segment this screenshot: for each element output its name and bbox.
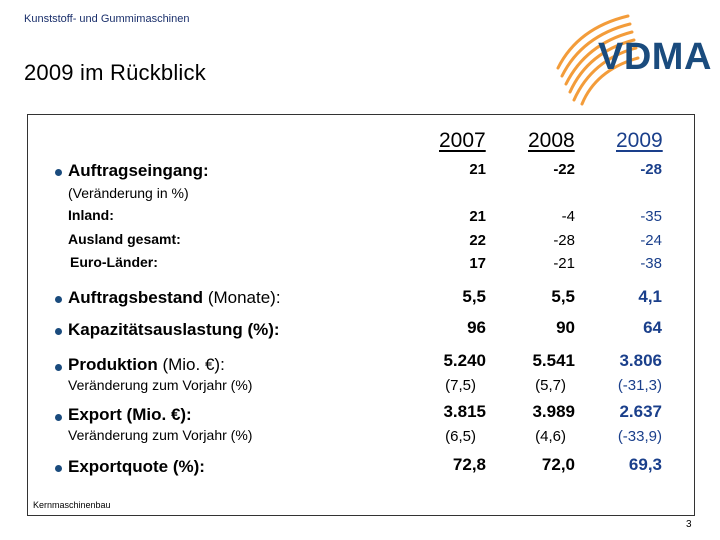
year-2007-header: 2007 [439, 129, 486, 152]
kapazitaet-2007: 96 [467, 318, 486, 337]
note-export: Veränderung zum Vorjahr (%) [68, 427, 253, 443]
auftragseingang-2009: -28 [640, 161, 662, 178]
year-2008-header: 2008 [528, 129, 575, 152]
inland-2007: 21 [469, 208, 486, 225]
produktion-2009: 3.806 [619, 351, 662, 370]
kapazitaet-2008: 90 [556, 318, 575, 337]
page-number: 3 [686, 519, 692, 530]
statistics-panel: 2007 2008 2009 Auftragseingang: 21 -22 -… [27, 114, 695, 516]
label-inland: Inland: [68, 207, 114, 223]
label-exportquote: Exportquote (%): [68, 457, 205, 476]
inland-2008: -4 [561, 208, 575, 225]
euro-2008: -21 [553, 255, 575, 272]
bullet-icon [55, 414, 62, 421]
slide-title: 2009 im Rückblick [24, 60, 206, 85]
auftragsbestand-2009: 4,1 [638, 287, 662, 306]
euro-2009: -38 [640, 255, 662, 272]
auftragsbestand-2007: 5,5 [462, 287, 486, 306]
export-change-2007: (6,5) [445, 428, 476, 445]
export-change-2008: (4,6) [535, 428, 566, 445]
auftragsbestand-2008: 5,5 [551, 287, 575, 306]
inland-2009: -35 [640, 208, 662, 225]
bullet-icon [55, 364, 62, 371]
note-auftragseingang: (Veränderung in %) [68, 185, 189, 201]
bullet-icon [55, 328, 62, 335]
bullet-icon [55, 296, 62, 303]
header-subtitle: Kunststoff- und Gummimaschinen [24, 13, 190, 25]
exportquote-2008: 72,0 [541, 455, 575, 474]
kapazitaet-2009: 64 [643, 318, 662, 337]
bullet-icon [55, 169, 62, 176]
label-auftragsbestand: Auftragsbestand (Monate): [68, 288, 281, 308]
footer-note: Kernmaschinenbau [33, 500, 111, 510]
logo-text: VDMA [598, 36, 712, 78]
exportquote-2009: 69,3 [628, 455, 662, 474]
label-export: Export (Mio. €): [68, 405, 192, 424]
label-ausland-gesamt: Ausland gesamt: [68, 231, 181, 247]
produktion-2007: 5.240 [443, 351, 486, 370]
euro-2007: 17 [469, 255, 486, 272]
label-kapazitaetsauslastung: Kapazitätsauslastung (%): [68, 320, 280, 339]
export-2007: 3.815 [443, 402, 486, 421]
export-2009: 2.637 [619, 402, 662, 421]
produktion-change-2008: (5,7) [535, 377, 566, 394]
produktion-unit: (Mio. €): [162, 355, 225, 374]
auftragsbestand-title: Auftragsbestand [68, 288, 204, 307]
auftragseingang-2008: -22 [553, 161, 575, 178]
label-auftragseingang: Auftragseingang: [68, 161, 209, 180]
bullet-icon [55, 465, 62, 472]
ausland-2007: 22 [469, 232, 486, 249]
export-change-2009: (-33,9) [617, 428, 662, 445]
ausland-2008: -28 [553, 232, 575, 249]
exportquote-2007: 72,8 [452, 455, 486, 474]
auftragsbestand-unit: (Monate): [207, 288, 281, 307]
label-produktion: Produktion (Mio. €): [68, 355, 225, 375]
produktion-change-2009: (-31,3) [617, 377, 662, 394]
export-2008: 3.989 [532, 402, 575, 421]
produktion-change-2007: (7,5) [445, 377, 476, 394]
year-2009-header: 2009 [616, 129, 663, 152]
ausland-2009: -24 [640, 232, 662, 249]
produktion-title: Produktion [68, 355, 158, 374]
label-euro-laender: Euro-Länder: [70, 254, 158, 270]
auftragseingang-2007: 21 [469, 161, 486, 178]
produktion-2008: 5.541 [532, 351, 575, 370]
vdma-logo-icon [556, 14, 640, 106]
note-produktion: Veränderung zum Vorjahr (%) [68, 377, 253, 393]
